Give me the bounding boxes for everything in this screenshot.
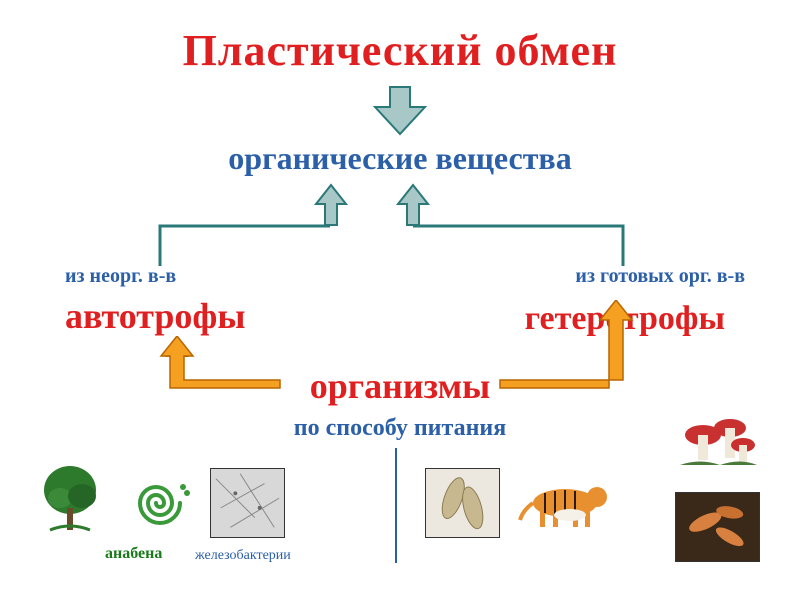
- protozoa-image: [425, 468, 500, 538]
- tiger-image: [515, 475, 615, 530]
- orange-arrow-left-icon: [155, 336, 285, 396]
- main-title: Пластический обмен: [183, 25, 618, 76]
- vertical-divider: [395, 448, 397, 563]
- by-feeding-label: по способу питания: [294, 415, 506, 442]
- anabena-image: [125, 475, 195, 530]
- down-arrow-icon: [370, 82, 430, 137]
- connector-right-icon: [408, 224, 628, 269]
- up-arrow-right-icon: [395, 182, 431, 228]
- organisms-label: организмы: [310, 365, 490, 407]
- up-arrow-left-icon: [313, 182, 349, 228]
- mushroom-image: [675, 410, 760, 480]
- bacteria-image: [675, 492, 760, 562]
- connector-left-icon: [155, 224, 340, 269]
- right-branch-label: из готовых орг. в-в: [575, 265, 745, 288]
- iron-bacteria-image: [210, 468, 285, 538]
- subtitle-organic: органические вещества: [228, 140, 571, 177]
- autotroph-label: автотрофы: [65, 295, 245, 337]
- tree-image: [40, 460, 115, 535]
- orange-arrow-right-icon: [495, 300, 650, 395]
- left-branch-label: из неорг. в-в: [65, 265, 176, 288]
- ironbact-caption: железобактерии: [195, 548, 291, 564]
- anabena-caption: анабена: [105, 545, 162, 563]
